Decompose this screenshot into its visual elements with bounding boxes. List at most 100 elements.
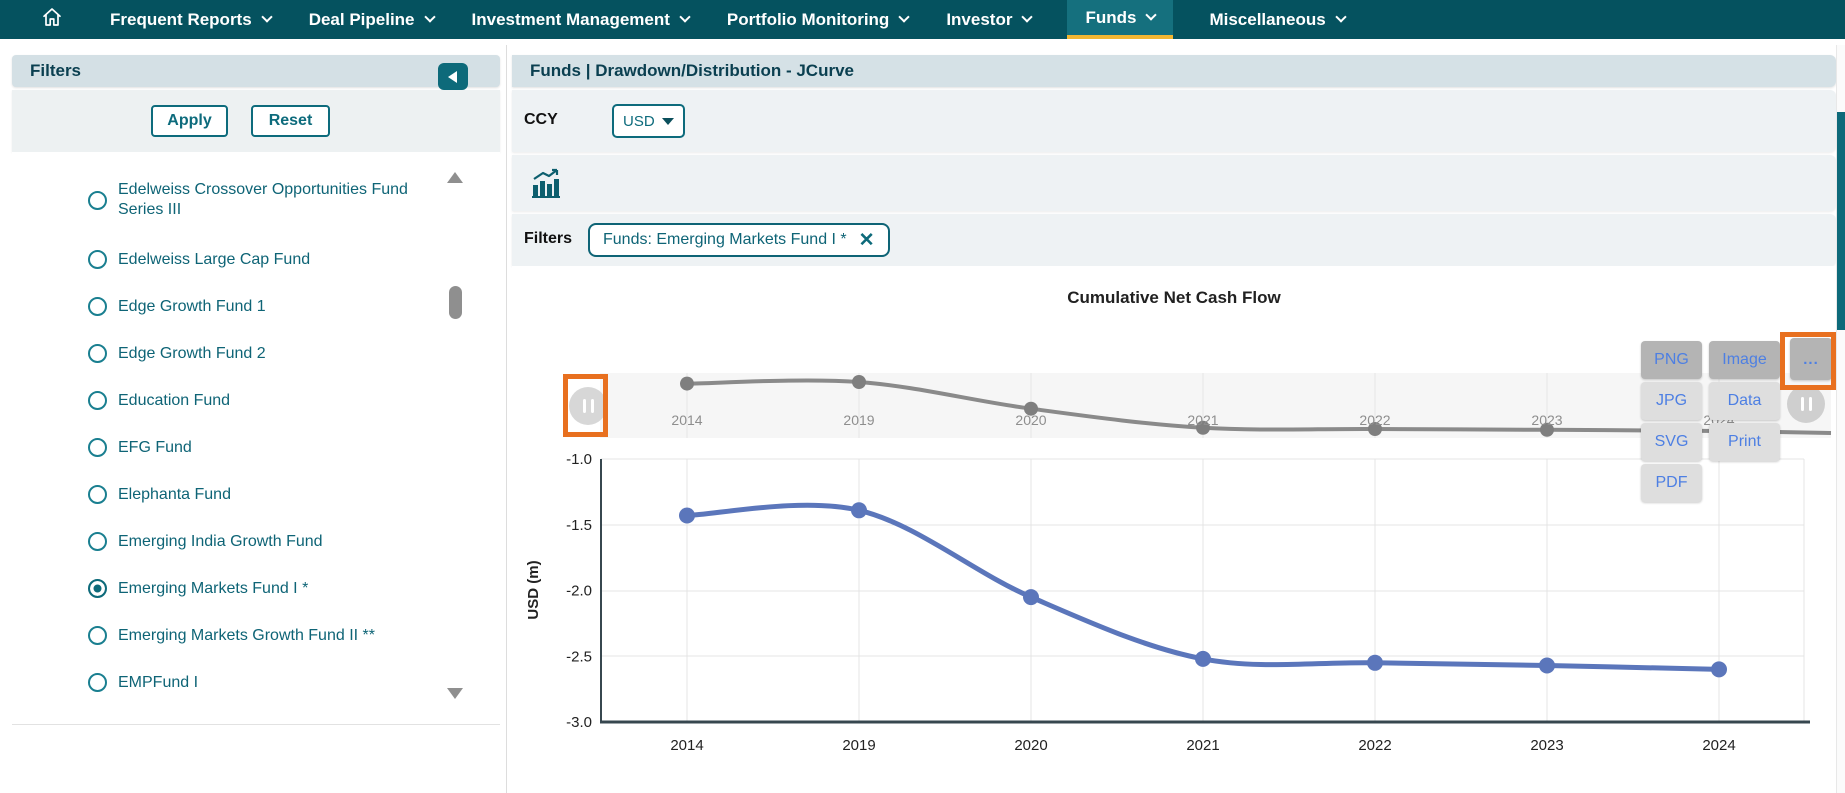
- fund-option-label: Edelweiss Large Cap Fund: [118, 250, 311, 268]
- svg-text:-2.0: -2.0: [566, 583, 592, 600]
- radio-selected-icon[interactable]: [88, 579, 107, 598]
- chart-toolbar-row: [512, 155, 1836, 211]
- close-icon[interactable]: ✕: [858, 229, 875, 251]
- navigator-right-handle[interactable]: [1787, 385, 1825, 423]
- chevron-down-icon: [661, 117, 674, 125]
- home-icon: [40, 5, 64, 34]
- export-pdf-button[interactable]: PDF: [1641, 464, 1702, 502]
- export-print-button[interactable]: Print: [1709, 423, 1780, 461]
- nav-item-deal-pipeline[interactable]: Deal Pipeline: [307, 0, 436, 39]
- radio-icon[interactable]: [88, 438, 107, 457]
- svg-text:2021: 2021: [1187, 412, 1218, 428]
- sidebar-filters-header: Filters: [12, 55, 500, 87]
- svg-text:USD (m): USD (m): [525, 560, 542, 619]
- fund-option-edelweiss-large-cap-fund[interactable]: Edelweiss Large Cap Fund: [12, 236, 500, 283]
- fund-option-empfund-i[interactable]: EMPFund I: [12, 659, 500, 706]
- nav-item-label: Deal Pipeline: [308, 9, 415, 29]
- svg-text:2020: 2020: [1014, 737, 1047, 754]
- radio-icon[interactable]: [88, 673, 107, 692]
- sidebar-collapse-button[interactable]: [438, 63, 468, 90]
- svg-text:2022: 2022: [1358, 737, 1391, 754]
- ccy-label: CCY: [524, 111, 558, 128]
- chevron-down-icon: [679, 11, 691, 23]
- reset-button[interactable]: Reset: [251, 105, 330, 137]
- export-svg-button[interactable]: SVG: [1641, 423, 1702, 461]
- page-scrollbar-thumb[interactable]: [1837, 112, 1845, 330]
- apply-button[interactable]: Apply: [151, 105, 228, 137]
- export-data-button[interactable]: Data: [1709, 382, 1780, 420]
- radio-icon[interactable]: [88, 190, 107, 210]
- svg-text:2019: 2019: [843, 412, 874, 428]
- sidebar-filters-title: Filters: [30, 61, 82, 80]
- radio-icon[interactable]: [88, 532, 107, 551]
- chart-panel: Cumulative Net Cash Flow 2014 2019 2020 202…: [512, 266, 1845, 793]
- radio-icon[interactable]: [88, 485, 107, 504]
- page-title-bar: Funds | Drawdown/Distribution - JCurve: [512, 55, 1836, 87]
- export-more-button[interactable]: ...: [1790, 338, 1832, 380]
- nav-item-label: Portfolio Monitoring: [726, 9, 890, 29]
- fund-option-education-fund[interactable]: Education Fund: [12, 377, 500, 424]
- ccy-dropdown-value: USD: [623, 112, 655, 130]
- chevron-down-icon: [261, 11, 273, 23]
- export-image-button[interactable]: Image: [1709, 341, 1780, 379]
- svg-text:-1.0: -1.0: [566, 451, 592, 468]
- navigator-left-handle[interactable]: [569, 387, 607, 425]
- scroll-down-arrow-icon[interactable]: [447, 688, 463, 699]
- filters-label: Filters: [524, 230, 573, 247]
- fund-option-emerging-india-growth-fund[interactable]: Emerging India Growth Fund: [12, 518, 500, 565]
- filter-chip[interactable]: Funds: Emerging Markets Fund I * ✕: [588, 223, 890, 257]
- nav-item-label: Investor: [946, 9, 1013, 29]
- chart-type-button[interactable]: [530, 168, 562, 200]
- sidebar-scrollbar-thumb[interactable]: [449, 286, 462, 319]
- fund-option-label: Edelweiss Crossover Opportunities Fund S…: [118, 181, 408, 218]
- export-jpg-button[interactable]: JPG: [1641, 382, 1702, 420]
- nav-item-portfolio-monitoring[interactable]: Portfolio Monitoring: [725, 0, 910, 39]
- svg-text:-1.5: -1.5: [566, 517, 592, 534]
- chart-title: Cumulative Net Cash Flow: [1067, 288, 1281, 307]
- scroll-up-arrow-icon[interactable]: [447, 172, 463, 183]
- radio-icon[interactable]: [88, 344, 107, 363]
- fund-option-elephanta-fund[interactable]: Elephanta Fund: [12, 471, 500, 518]
- nav-item-funds[interactable]: Funds: [1067, 0, 1174, 39]
- export-png-button[interactable]: PNG: [1641, 341, 1702, 379]
- nav-item-investment-management[interactable]: Investment Management: [470, 0, 691, 39]
- fund-option-label: Emerging Markets Fund I *: [118, 579, 309, 597]
- fund-list: Edelweiss Crossover Opportunities Fund S…: [12, 152, 500, 725]
- home-button[interactable]: [40, 0, 64, 39]
- ccy-dropdown[interactable]: USD: [612, 104, 685, 138]
- nav-item-investor[interactable]: Investor: [944, 0, 1034, 39]
- fund-option-label: Edge Growth Fund 2: [118, 344, 266, 362]
- fund-option-edge-growth-fund-1[interactable]: Edge Growth Fund 1: [12, 283, 500, 330]
- panel-divider: [506, 45, 507, 793]
- svg-text:2022: 2022: [1359, 412, 1390, 428]
- radio-icon[interactable]: [88, 626, 107, 645]
- fund-option-label: EFG Fund: [118, 438, 192, 456]
- fund-option-label: Elephanta Fund: [118, 485, 231, 503]
- fund-option-edelweiss-crossover-opportunities-fund-series-iii[interactable]: Edelweiss Crossover Opportunities Fund S…: [12, 164, 500, 236]
- radio-icon[interactable]: [88, 391, 107, 410]
- chevron-down-icon: [423, 11, 436, 23]
- active-filters-row: Filters Funds: Emerging Markets Fund I *…: [512, 214, 1836, 266]
- top-navbar: Frequent Reports Deal Pipeline Investment …: [0, 0, 1845, 39]
- chevron-down-icon: [1335, 11, 1347, 23]
- fund-option-label: Education Fund: [118, 391, 231, 409]
- fund-option-label: Emerging India Growth Fund: [118, 532, 323, 550]
- fund-option-edge-growth-fund-2[interactable]: Edge Growth Fund 2: [12, 330, 500, 377]
- nav-item-label: Miscellaneous: [1209, 9, 1326, 29]
- svg-text:2020: 2020: [1015, 412, 1046, 428]
- radio-icon[interactable]: [88, 297, 107, 316]
- fund-option-emerging-markets-growth-fund-ii[interactable]: Emerging Markets Growth Fund II **: [12, 612, 500, 659]
- navbar-items: Frequent Reports Deal Pipeline Investment …: [108, 0, 1347, 39]
- page-scrollbar-track[interactable]: [1836, 45, 1845, 793]
- nav-item-miscellaneous[interactable]: Miscellaneous: [1207, 0, 1347, 39]
- page-title: Funds | Drawdown/Distribution - JCurve: [530, 61, 854, 80]
- fund-option-efg-fund[interactable]: EFG Fund: [12, 424, 500, 471]
- radio-icon[interactable]: [88, 250, 107, 269]
- svg-text:2023: 2023: [1530, 737, 1563, 754]
- nav-item-label: Funds: [1085, 7, 1137, 27]
- nav-item-label: Frequent Reports: [110, 9, 252, 29]
- nav-item-frequent-reports[interactable]: Frequent Reports: [108, 0, 273, 39]
- fund-option-emerging-markets-fund-i[interactable]: Emerging Markets Fund I *: [12, 565, 500, 612]
- svg-text:2014: 2014: [670, 737, 703, 754]
